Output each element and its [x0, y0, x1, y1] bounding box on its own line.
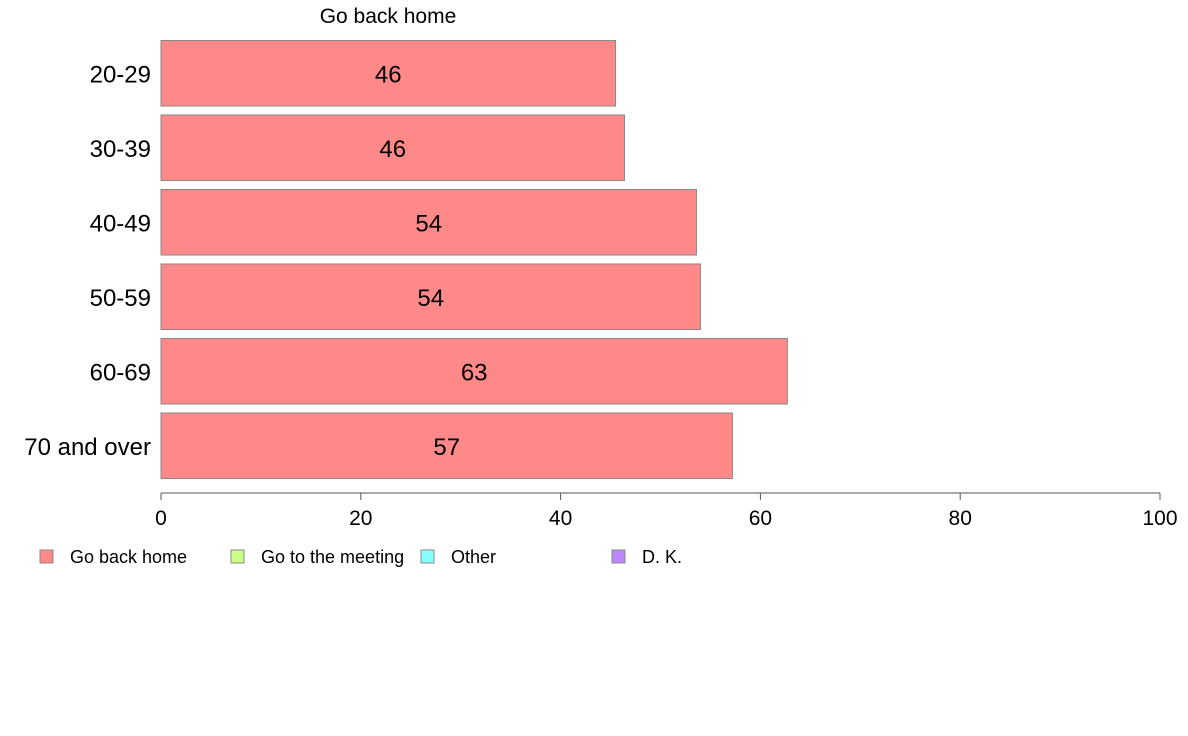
bar-60-69: [160, 337, 788, 405]
category-label: 70 and over: [24, 434, 151, 461]
x-axis: 0 20 40 60 80 100: [155, 492, 1178, 530]
category-label: 60-69: [90, 359, 151, 386]
bar-30-39: [160, 114, 626, 182]
x-tick-label: 80: [949, 507, 972, 530]
bar-20-29: [160, 39, 617, 107]
legend-label: D. K.: [642, 547, 682, 567]
category-label: 40-49: [90, 210, 151, 237]
legend-label: Other: [451, 547, 496, 567]
data-label: 57: [433, 434, 460, 461]
x-tick-label: 20: [349, 507, 372, 530]
legend-swatch: [420, 549, 435, 564]
category-labels: 20-29 30-39 40-49 50-59 60-69 70 and over: [24, 61, 151, 461]
category-label: 20-29: [90, 61, 151, 88]
x-tick-label: 60: [749, 507, 772, 530]
legend-label: Go to the meeting: [261, 547, 404, 567]
legend-label: Go back home: [70, 547, 187, 567]
x-tick-label: 0: [155, 507, 167, 530]
bars-group: 46 46 54 54 63 57: [160, 39, 788, 480]
bar-50-59: [160, 263, 701, 331]
chart-title: Go back home: [320, 5, 457, 28]
data-label: 46: [379, 136, 406, 163]
data-label: 54: [417, 285, 444, 312]
data-label: 46: [375, 61, 402, 88]
x-tick-label: 100: [1142, 507, 1177, 530]
category-label: 50-59: [90, 285, 151, 312]
data-label: 63: [461, 359, 488, 386]
x-tick-label: 40: [549, 507, 572, 530]
bar-40-49: [160, 188, 697, 256]
legend-swatch: [39, 549, 54, 564]
data-label: 54: [415, 210, 442, 237]
legend-swatch: [230, 549, 245, 564]
category-label: 30-39: [90, 136, 151, 163]
bar-70-and-over: [160, 412, 733, 480]
legend: Go back home Go to the meeting Other D. K.: [39, 547, 682, 567]
legend-swatch: [611, 549, 626, 564]
